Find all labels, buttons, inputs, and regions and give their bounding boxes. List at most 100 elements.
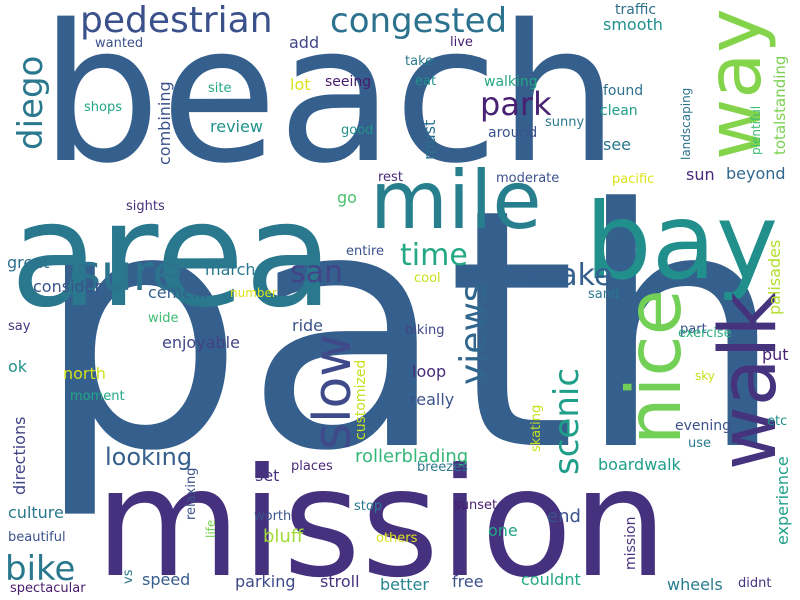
word-rollerblading: rollerblading [355, 446, 468, 467]
word-mission: mission [95, 437, 668, 600]
word-skating: skating [529, 405, 544, 452]
word-mission: mission [623, 517, 639, 570]
word-sunset: sunset [454, 498, 497, 513]
word-march: march [205, 260, 256, 279]
word-go: go [337, 188, 357, 207]
word-eat: eat [415, 74, 436, 89]
word-clean: clean [600, 103, 638, 119]
word-slow: slow [303, 334, 363, 450]
word-way: way [690, 8, 778, 160]
word-mile: mile [370, 154, 542, 247]
word-around: around [488, 125, 537, 141]
word-site: site [208, 81, 231, 96]
word-congested: congested [330, 1, 507, 41]
word-experience: experience [773, 456, 792, 545]
word-beautiful: beautiful [8, 530, 66, 545]
word-didnt: didnt [738, 576, 771, 591]
word-use: use [688, 436, 711, 451]
word-end: end [547, 506, 581, 527]
word-worth: worth [254, 509, 291, 524]
word-review: review [210, 117, 263, 136]
word-beyond: beyond [726, 164, 786, 183]
word-wide: wide [148, 311, 179, 326]
word-pedestrian: pedestrian [80, 0, 273, 41]
word-walking: walking [484, 74, 538, 90]
word-speed: speed [142, 570, 190, 589]
word-path: path [35, 139, 785, 523]
word-vs: vs [121, 569, 136, 584]
word-boardwalk: boardwalk [598, 455, 682, 474]
word-lot: lot [290, 75, 311, 94]
word-sights: sights [126, 199, 165, 214]
word-sun: sun [686, 165, 715, 184]
word-nice: nice [610, 289, 698, 445]
word-one: one [488, 521, 518, 540]
word-beach: beach [40, 0, 619, 205]
word-views: views [453, 283, 494, 385]
word-couldnt: couldnt [521, 570, 581, 589]
word-make: make [530, 258, 612, 293]
word-palisades: palisades [765, 240, 784, 315]
word-evening: evening [675, 418, 731, 434]
word-culture: culture [8, 503, 64, 522]
word-enjoyable: enjoyable [162, 333, 240, 352]
word-loop: loop [412, 362, 446, 381]
word-san: san [290, 255, 343, 290]
word-cool: cool [414, 271, 441, 286]
word-bluff: bluff [263, 526, 304, 547]
word-see: see [603, 135, 631, 154]
word-rest: rest [378, 170, 403, 185]
word-sand: sand [588, 287, 619, 302]
word-set: set [255, 466, 279, 485]
word-live: live [450, 35, 473, 50]
word-bay: bay [585, 181, 778, 303]
word-take: take [405, 54, 433, 69]
word-wheels: wheels [667, 575, 723, 594]
word-landscaping: landscaping [679, 88, 693, 160]
word-ok: ok [8, 357, 28, 376]
word-looking: looking [105, 443, 192, 471]
word-time: time [400, 238, 468, 273]
word-found: found [603, 83, 643, 99]
word-traffic: traffic [615, 2, 656, 18]
word-sunny: sunny [545, 115, 584, 130]
word-plentiful: plentiful [749, 106, 763, 155]
word-really: really [410, 390, 454, 409]
word-others: others [376, 531, 418, 546]
word-entire: entire [346, 244, 384, 259]
word-consider: consider [33, 277, 102, 296]
word-moderate: moderate [496, 171, 559, 186]
word-add: add [289, 33, 319, 52]
word-good: good [341, 123, 373, 138]
word-seeing: seeing [325, 74, 371, 90]
word-put: put [762, 345, 789, 364]
word-sure: sure [75, 244, 183, 302]
word-spectacular: spectacular [10, 581, 86, 596]
word-say: say [8, 319, 31, 334]
word-places: places [291, 459, 333, 474]
word-ride: ride [292, 316, 323, 335]
word-totalstanding: totalstanding [771, 56, 789, 155]
word-walk: walk [704, 292, 794, 470]
word-shops: shops [84, 100, 122, 115]
word-life: life [204, 520, 218, 538]
word-diego: diego [11, 56, 51, 150]
word-breezes: breezes [417, 460, 468, 475]
word-relaxing: relaxing [184, 468, 199, 520]
word-smooth: smooth [603, 15, 663, 34]
word-biking: biking [405, 323, 445, 338]
word-north: north [63, 364, 106, 383]
word-park: park [480, 85, 552, 123]
word-exercise: exercise [678, 326, 732, 341]
word-pacific: pacific [612, 172, 654, 187]
word-scenic: scenic [547, 368, 587, 475]
word-sky: sky [695, 369, 715, 383]
word-number: number [230, 286, 277, 300]
word-better: better [380, 575, 429, 594]
word-great: great [7, 253, 49, 272]
word-must: must [420, 120, 439, 160]
word-cement: cement [148, 283, 208, 302]
word-bike: bike [5, 549, 75, 589]
